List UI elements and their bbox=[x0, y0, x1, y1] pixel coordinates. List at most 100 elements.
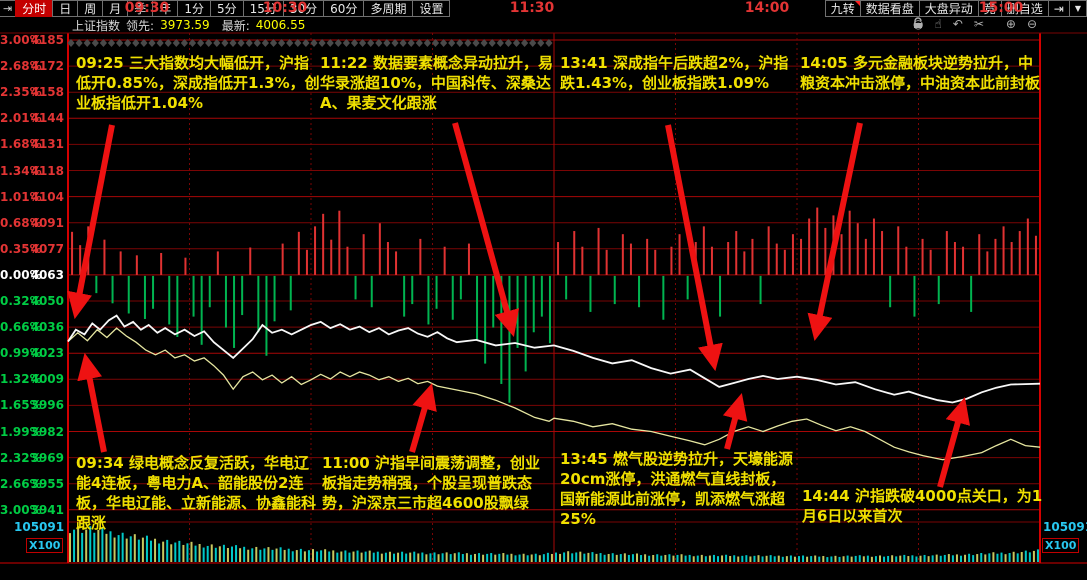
volume-bar bbox=[279, 547, 282, 562]
volume-bar bbox=[295, 550, 298, 562]
signal-diamond-icon bbox=[213, 39, 221, 47]
volume-bar bbox=[275, 548, 278, 562]
signal-diamond-icon bbox=[99, 39, 107, 47]
signal-diamond-icon bbox=[350, 39, 359, 47]
volume-bar bbox=[806, 556, 809, 562]
net-bar bbox=[994, 238, 997, 275]
volume-bar bbox=[972, 555, 975, 562]
volume-bar bbox=[644, 554, 647, 562]
volume-bar bbox=[874, 556, 877, 562]
volume-bar bbox=[482, 554, 485, 562]
volume-unit-right[interactable]: X100 bbox=[1042, 538, 1080, 553]
volume-bar bbox=[870, 556, 873, 562]
volume-bar bbox=[117, 535, 120, 562]
net-bar bbox=[727, 242, 730, 275]
price-tick: 3996 bbox=[30, 398, 64, 413]
volume-bar bbox=[429, 553, 432, 562]
hand-icon[interactable]: ☝ bbox=[934, 17, 942, 31]
volume-bar bbox=[980, 553, 983, 562]
net-bar bbox=[281, 243, 284, 275]
volume-bar bbox=[170, 544, 173, 562]
undo-icon[interactable]: ↶ bbox=[952, 17, 963, 31]
net-bar bbox=[897, 226, 900, 275]
net-bar bbox=[751, 238, 754, 275]
net-bar bbox=[241, 275, 244, 316]
news-annotation-13:41: 13:41 深成指午后跌超2%，沪指跌1.43%，创业板指跌1.09% bbox=[560, 54, 789, 92]
chart-tool-icons: ◎☝↶✂⊕⊖ bbox=[913, 17, 1037, 31]
signal-diamond-icon bbox=[326, 39, 334, 47]
time-label-11:30: 11:30 bbox=[509, 0, 555, 16]
signal-diamond-icon bbox=[75, 39, 83, 47]
volume-bar bbox=[453, 553, 456, 562]
net-bar bbox=[638, 275, 641, 308]
net-bar bbox=[864, 238, 867, 275]
volume-bar bbox=[935, 554, 938, 562]
signal-diamond-icon bbox=[472, 39, 480, 47]
net-bar bbox=[613, 275, 616, 305]
net-bar bbox=[621, 234, 624, 275]
volume-bar bbox=[781, 556, 784, 562]
annotation-arrow bbox=[722, 393, 748, 450]
net-bar bbox=[856, 223, 859, 275]
signal-diamond-icon bbox=[391, 39, 399, 47]
volume-bar bbox=[259, 549, 262, 562]
volume-bar bbox=[866, 555, 869, 562]
scissors-icon[interactable]: ✂ bbox=[973, 17, 984, 31]
volume-bar bbox=[789, 555, 792, 562]
volume-bar bbox=[441, 553, 444, 562]
toolbar-item-删自选[interactable]: 删自选 bbox=[1000, 0, 1049, 17]
volume-bar bbox=[769, 555, 772, 562]
volume-bar bbox=[105, 533, 108, 562]
price-tick: 4050 bbox=[30, 294, 64, 308]
signal-diamond-icon bbox=[124, 39, 132, 47]
signal-diamond-icon bbox=[253, 39, 261, 47]
net-bar bbox=[176, 275, 179, 337]
toolbar-item-竞[interactable]: 竞 bbox=[977, 0, 1002, 17]
volume-bar bbox=[324, 549, 327, 562]
zoom-out-icon[interactable]: ⊖ bbox=[1026, 17, 1037, 31]
zoom-in-icon[interactable]: ⊕ bbox=[1005, 17, 1016, 31]
volume-bar bbox=[364, 551, 367, 562]
net-bar bbox=[605, 249, 608, 275]
volume-bar bbox=[652, 554, 655, 562]
net-bar bbox=[257, 275, 260, 333]
toolbar-item-数据看盘[interactable]: 数据看盘 bbox=[859, 0, 920, 17]
volume-bar bbox=[785, 556, 788, 562]
signal-diamond-icon bbox=[431, 39, 440, 47]
tab-设置[interactable]: 设置 bbox=[412, 0, 451, 17]
volume-bar bbox=[405, 553, 408, 562]
volume-bar bbox=[955, 554, 958, 562]
volume-unit-left[interactable]: X100 bbox=[26, 538, 64, 553]
volume-bar bbox=[854, 555, 857, 562]
toolbar-item-大盘异动[interactable]: 大盘异动 bbox=[918, 0, 979, 17]
volume-bar bbox=[409, 552, 412, 562]
dropdown-icon[interactable]: ▼ bbox=[1068, 0, 1087, 17]
net-bar bbox=[395, 251, 398, 275]
net-bar bbox=[565, 275, 568, 300]
tab-5分[interactable]: 5分 bbox=[209, 0, 244, 17]
price-tick: 4144 bbox=[30, 111, 64, 126]
net-bar bbox=[953, 242, 956, 275]
signal-diamond-icon bbox=[269, 39, 278, 47]
net-bar bbox=[233, 275, 236, 348]
volume-bar bbox=[615, 554, 618, 562]
price-tick: 4131 bbox=[30, 137, 64, 152]
volume-bar bbox=[214, 547, 217, 562]
volume-bar bbox=[960, 555, 962, 562]
net-bar bbox=[808, 218, 811, 275]
tab-多周期[interactable]: 多周期 bbox=[363, 0, 414, 17]
signal-diamond-icon bbox=[91, 39, 99, 47]
tab-月[interactable]: 月 bbox=[102, 0, 129, 17]
volume-bar bbox=[676, 554, 679, 562]
signal-diamond-icon bbox=[342, 39, 350, 47]
volume-bar bbox=[1020, 552, 1023, 562]
annotation-arrow bbox=[807, 122, 863, 342]
volume-bar bbox=[887, 555, 890, 562]
signal-diamond-icon bbox=[537, 39, 545, 47]
volume-bar bbox=[239, 548, 242, 562]
percent-tick: 0.99% bbox=[0, 346, 42, 361]
volume-bar bbox=[964, 554, 967, 562]
tab-15分[interactable]: 15分 bbox=[242, 0, 284, 17]
net-bar bbox=[791, 234, 794, 275]
